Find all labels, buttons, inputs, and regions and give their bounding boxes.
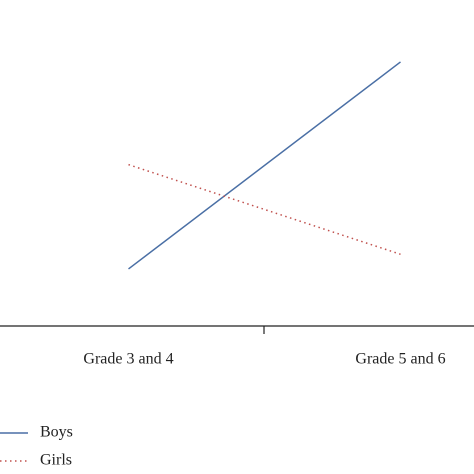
x-tick-label: Grade 5 and 6 <box>355 351 445 368</box>
legend-label: Boys <box>40 424 73 441</box>
x-tick-label: Grade 3 and 4 <box>83 351 173 368</box>
legend-label: Girls <box>40 452 72 469</box>
series-line <box>128 61 401 270</box>
series-line <box>128 163 401 255</box>
